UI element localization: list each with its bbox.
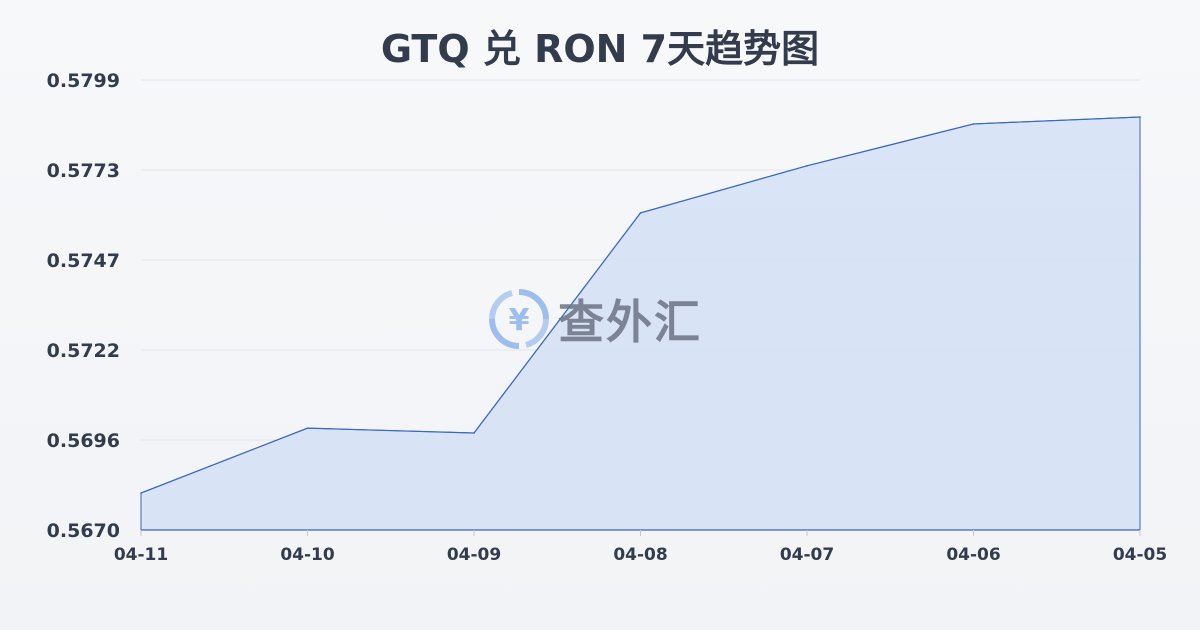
- x-tick-label: 04-09: [447, 545, 501, 565]
- chart-title: GTQ 兑 RON 7天趋势图: [380, 27, 820, 71]
- y-tick-label: 0.5799: [47, 70, 120, 92]
- x-tick-label: 04-11: [114, 545, 168, 565]
- y-tick-label: 0.5722: [47, 340, 120, 362]
- data-point: [140, 492, 142, 494]
- data-point: [806, 165, 808, 167]
- x-tick-label: 04-08: [613, 545, 667, 565]
- y-tick-label: 0.5696: [47, 430, 120, 452]
- y-tick-label: 0.5747: [47, 250, 120, 272]
- yen-exchange-icon: ¥: [489, 289, 549, 349]
- x-tick-label: 04-07: [780, 545, 834, 565]
- x-tick-label: 04-06: [946, 545, 1000, 565]
- x-tick-label: 04-10: [280, 545, 335, 565]
- y-tick-label: 0.5670: [47, 520, 120, 542]
- data-point: [1139, 116, 1141, 118]
- data-point: [639, 212, 642, 214]
- y-tick-label: 0.5773: [47, 160, 120, 182]
- data-point: [306, 427, 309, 429]
- svg-text:¥: ¥: [509, 303, 530, 338]
- watermark-logo: ¥ 查外汇: [488, 286, 702, 352]
- data-point: [972, 123, 975, 125]
- x-tick-label: 04-05: [1113, 545, 1167, 565]
- watermark-text: 查外汇: [558, 295, 702, 349]
- data-point: [473, 432, 475, 434]
